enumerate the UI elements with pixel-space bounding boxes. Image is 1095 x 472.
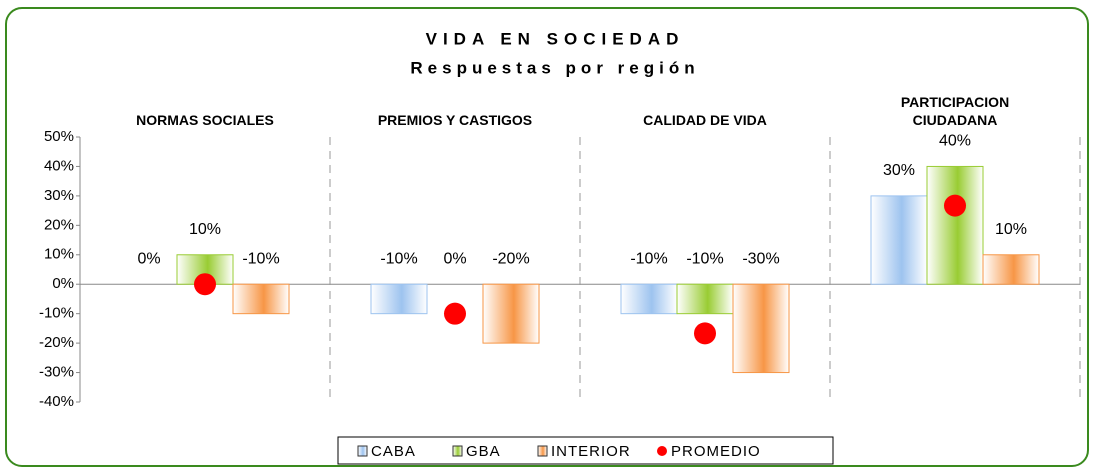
legend-swatch xyxy=(357,445,368,457)
data-label: 10% xyxy=(995,221,1027,238)
legend-label: CABA xyxy=(371,443,416,460)
data-label: -30% xyxy=(742,250,779,267)
bar xyxy=(370,283,428,315)
y-tick-label: -20% xyxy=(39,334,74,351)
bar xyxy=(620,283,678,315)
bar xyxy=(732,283,790,374)
data-label: -20% xyxy=(492,250,529,267)
average-dot xyxy=(944,194,966,217)
data-label: -10% xyxy=(686,250,723,267)
y-tick-label: -10% xyxy=(39,305,74,322)
data-label: 40% xyxy=(939,133,971,150)
legend-box xyxy=(337,436,834,465)
category-header: NORMAS SOCIALES xyxy=(136,112,274,128)
bar xyxy=(926,165,984,285)
bar xyxy=(232,283,290,315)
average-dot xyxy=(444,302,466,325)
y-tick-label: -30% xyxy=(39,364,74,381)
y-tick-label: 50% xyxy=(44,128,74,145)
legend-swatch xyxy=(537,445,548,457)
y-tick-label: -40% xyxy=(39,393,74,410)
data-label: -10% xyxy=(630,250,667,267)
data-label: 0% xyxy=(443,250,466,267)
bar xyxy=(676,283,734,315)
average-dot xyxy=(694,322,716,345)
data-label: 10% xyxy=(189,221,221,238)
category-header: PARTICIPACION CIUDADANA xyxy=(900,94,1010,128)
legend-swatch xyxy=(657,446,667,456)
chart-frame xyxy=(5,7,1089,467)
category-header: CALIDAD DE VIDA xyxy=(643,112,767,128)
y-tick-label: 0% xyxy=(52,275,74,292)
legend-label: GBA xyxy=(466,443,501,460)
bar xyxy=(982,254,1040,285)
data-label: -10% xyxy=(242,250,279,267)
y-tick-label: 30% xyxy=(44,187,74,204)
legend-label: INTERIOR xyxy=(551,443,631,460)
data-label: -10% xyxy=(380,250,417,267)
data-label: 0% xyxy=(137,250,160,267)
legend-label: PROMEDIO xyxy=(671,443,761,460)
chart-title: VIDA EN SOCIEDAD xyxy=(426,29,685,48)
chart-subtitle: Respuestas por región xyxy=(410,58,699,77)
y-tick-label: 40% xyxy=(44,157,74,174)
average-dot xyxy=(194,273,216,296)
y-tick-label: 10% xyxy=(44,246,74,263)
data-label: 30% xyxy=(883,162,915,179)
bar xyxy=(482,283,540,344)
legend-swatch xyxy=(452,445,463,457)
bar xyxy=(870,195,928,285)
y-tick-label: 20% xyxy=(44,216,74,233)
category-header: PREMIOS Y CASTIGOS xyxy=(377,112,533,128)
